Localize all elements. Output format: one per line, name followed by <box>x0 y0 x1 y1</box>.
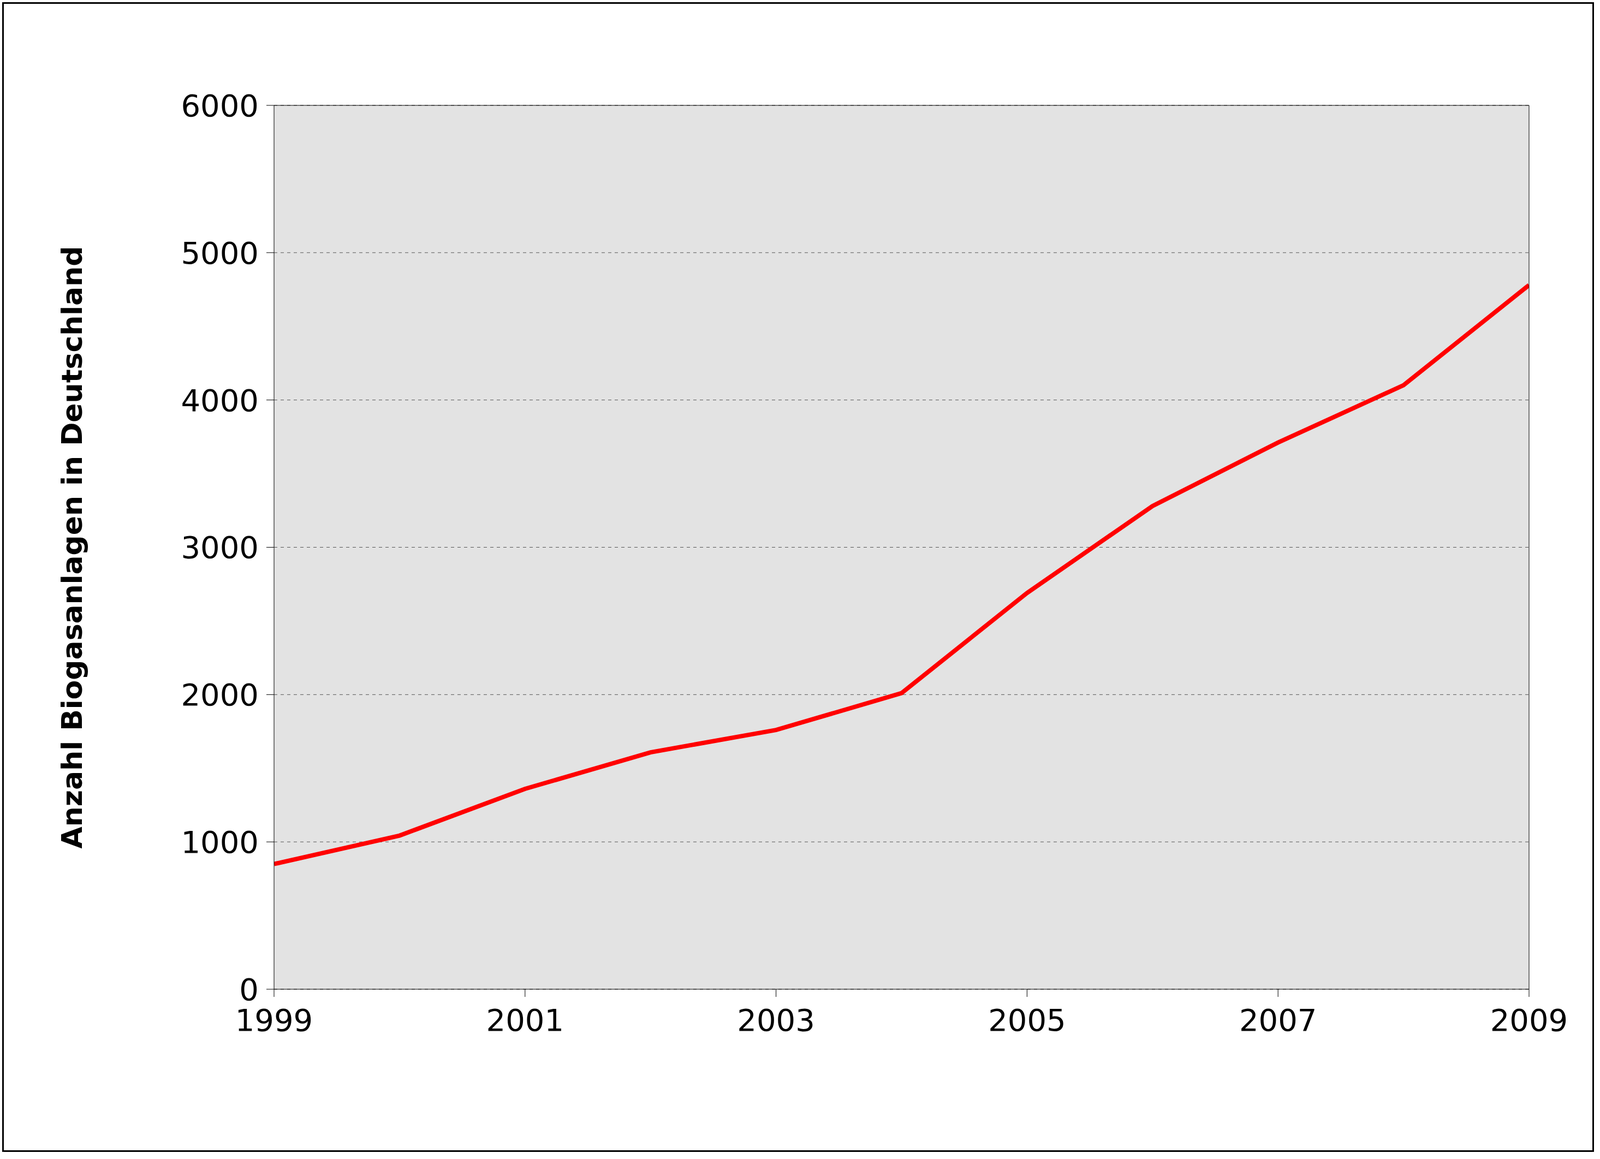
svg-text:6000: 6000 <box>180 87 259 124</box>
svg-text:0: 0 <box>239 971 259 1008</box>
svg-text:2001: 2001 <box>486 1002 565 1038</box>
svg-text:1999: 1999 <box>235 1002 314 1038</box>
svg-text:1000: 1000 <box>180 824 259 860</box>
svg-text:2009: 2009 <box>1490 1002 1569 1038</box>
svg-text:5000: 5000 <box>180 235 259 271</box>
svg-text:3000: 3000 <box>180 529 259 565</box>
svg-text:2005: 2005 <box>988 1002 1067 1038</box>
svg-text:Anzahl Biogasanlagen in Deutsc: Anzahl Biogasanlagen in Deutschland <box>55 246 89 849</box>
svg-text:2000: 2000 <box>180 676 259 713</box>
svg-text:2003: 2003 <box>736 1002 816 1038</box>
svg-text:4000: 4000 <box>180 382 259 419</box>
svg-text:2007: 2007 <box>1239 1002 1318 1038</box>
